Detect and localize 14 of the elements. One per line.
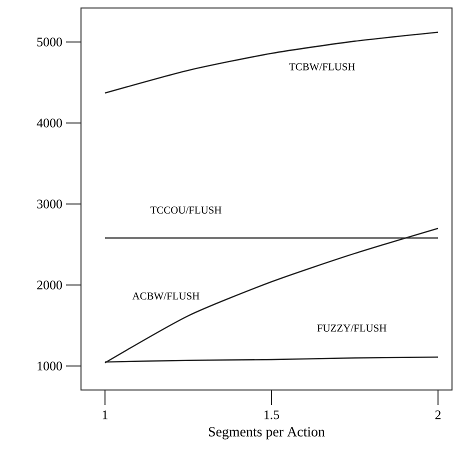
y-tick-label: 3000 — [37, 200, 62, 208]
text: TCCOU/FLUSH — [150, 206, 222, 214]
x-tick-label: 1.5 — [264, 410, 280, 420]
y-tick-label: 1000 — [38, 362, 62, 370]
y-tick-label: 4000 — [36, 118, 62, 128]
series-label: TCBW/FLUSH — [289, 63, 355, 70]
x-axis-title: Segments per Action — [208, 427, 325, 440]
text: FUZZY/FLUSH — [317, 324, 386, 332]
line-series — [104, 32, 439, 94]
x-tick-label: 1 — [102, 410, 108, 420]
series-label: ACBW/FLUSH — [132, 292, 200, 300]
y-tick-label: 5000 — [37, 38, 62, 46]
x-tick-label: 2 — [435, 410, 441, 420]
y-tick-label: 2000 — [37, 280, 62, 290]
